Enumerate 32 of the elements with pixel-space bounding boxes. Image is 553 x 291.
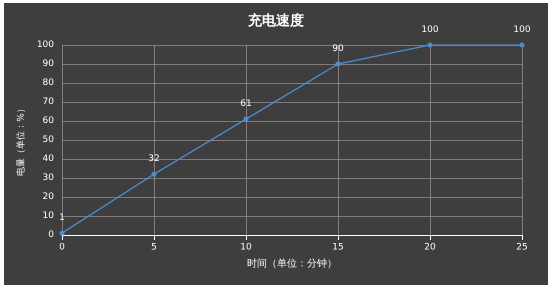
x-tick-label: 0 bbox=[59, 242, 66, 252]
y-tick-label: 30 bbox=[42, 173, 54, 183]
x-tick-label: 5 bbox=[151, 242, 157, 252]
point bbox=[60, 230, 64, 236]
data-label: 61 bbox=[240, 99, 252, 110]
point bbox=[520, 42, 524, 48]
data-label: 100 bbox=[421, 25, 439, 35]
data-label: 1 bbox=[59, 213, 65, 224]
y-tick-label: 80 bbox=[42, 78, 54, 88]
y-axis-title: 电量（单位：%） bbox=[15, 104, 26, 176]
data-label: 100 bbox=[513, 25, 531, 35]
x-tick-label: 15 bbox=[332, 242, 344, 252]
y-tick-label: 100 bbox=[36, 40, 54, 50]
x-tick-label: 20 bbox=[424, 242, 436, 252]
x-tick-label: 10 bbox=[240, 242, 252, 252]
point bbox=[428, 42, 432, 48]
data-label: 32 bbox=[148, 154, 160, 164]
x-axis-title: 时间（单位：分钟） bbox=[247, 258, 337, 270]
y-tick-label: 40 bbox=[42, 154, 54, 164]
y-tick-label: 0 bbox=[48, 230, 54, 240]
point bbox=[152, 172, 156, 177]
y-tick-label: 70 bbox=[42, 97, 54, 107]
point bbox=[244, 116, 248, 122]
y-tick-label: 20 bbox=[42, 192, 54, 202]
y-tick-label: 90 bbox=[42, 59, 54, 69]
y-tick-label: 50 bbox=[42, 135, 54, 145]
y-tick-label: 60 bbox=[42, 116, 54, 126]
x-tick-label: 25 bbox=[516, 242, 528, 252]
y-tick-label: 10 bbox=[42, 211, 54, 221]
chart-title: 充电速度 bbox=[247, 12, 304, 29]
data-label: 90 bbox=[332, 44, 344, 54]
point bbox=[336, 62, 340, 66]
